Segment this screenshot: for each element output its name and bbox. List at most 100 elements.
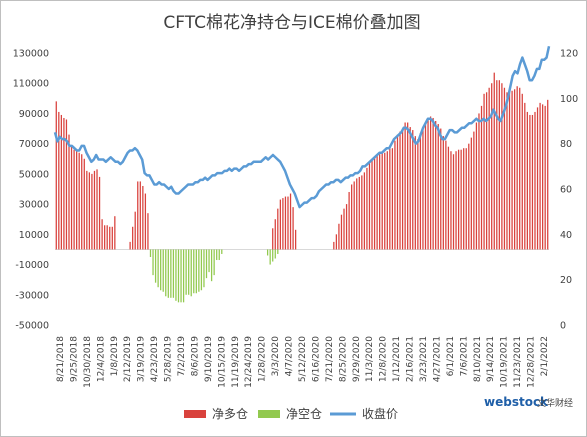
x-tick-label: 9/25/2018 <box>69 336 79 382</box>
net-short-bar <box>205 249 208 279</box>
net-short-bar <box>182 249 185 303</box>
net-short-bar <box>185 249 187 295</box>
x-tick-label: 12/8/2020 <box>379 336 389 382</box>
net-long-bar <box>442 136 444 250</box>
net-long-bar <box>335 234 338 250</box>
net-long-bar <box>111 226 113 250</box>
legend-label-net-short: 净空仓 <box>286 407 322 421</box>
net-long-bar <box>106 225 108 250</box>
price-line-layer <box>53 45 551 209</box>
x-tick-label: 5/28/2019 <box>164 336 174 382</box>
y-right-tick-label: 0 <box>560 321 566 332</box>
net-long-bar <box>284 196 287 250</box>
x-tick-label: 3/3/2020 <box>271 336 281 377</box>
net-long-bar <box>468 143 470 250</box>
y-left-tick-label: 50000 <box>19 169 49 180</box>
net-long-bar <box>139 181 141 250</box>
net-short-bar <box>210 249 213 282</box>
net-long-bar <box>368 163 371 250</box>
net-long-bar <box>277 208 279 250</box>
x-tick-label: 11/3/2020 <box>365 336 375 382</box>
net-long-bar <box>109 226 111 250</box>
net-long-bar <box>544 105 546 250</box>
net-short-bar <box>160 249 162 291</box>
net-long-bar <box>501 83 503 250</box>
y-left-tick-label: 10000 <box>19 230 49 241</box>
net-long-bar <box>470 137 472 250</box>
y-right-tick-label: 80 <box>560 139 572 150</box>
net-long-bar <box>521 93 523 250</box>
net-long-bar <box>384 152 386 250</box>
x-tick-label: 7/21/2020 <box>325 336 335 382</box>
net-long-bar <box>373 157 376 250</box>
x-tick-label: 8/6/2019 <box>190 336 200 377</box>
net-long-bar <box>292 207 294 250</box>
net-long-bar <box>366 167 368 250</box>
net-short-bar <box>213 249 215 276</box>
net-long-bar <box>65 119 68 250</box>
net-long-bar <box>88 172 91 250</box>
net-long-bar <box>488 87 490 250</box>
net-long-bar <box>498 80 500 250</box>
x-tick-label: 10/19/2021 <box>500 336 510 388</box>
net-long-bar <box>526 111 528 250</box>
net-long-bar <box>55 101 57 250</box>
x-tick-label: 3/19/2019 <box>137 336 147 382</box>
net-long-bar <box>351 184 353 250</box>
price-line <box>53 45 551 209</box>
watermark-cn: 文华财经 <box>537 397 573 409</box>
legend-label-price: 收盘价 <box>362 406 398 421</box>
x-tick-label: 11/23/2021 <box>513 336 523 388</box>
net-short-bar <box>193 249 195 294</box>
net-long-bar <box>272 228 274 250</box>
net-long-bar <box>539 102 541 250</box>
x-tick-label: 8/21/2018 <box>56 336 66 382</box>
net-long-bar <box>340 214 343 250</box>
net-short-bar <box>269 249 271 265</box>
net-long-bar <box>457 149 460 250</box>
net-short-bar <box>190 249 192 297</box>
net-long-bar <box>279 199 281 250</box>
net-long-bar <box>440 128 442 250</box>
x-tick-label: 1/8/2019 <box>110 336 120 377</box>
net-long-bar <box>485 92 488 250</box>
net-long-bar <box>132 226 134 250</box>
y-left-tick-label: -30000 <box>15 290 49 301</box>
y-left-tick-label: 110000 <box>13 79 49 90</box>
net-long-bar <box>419 133 422 250</box>
net-long-bar <box>396 134 399 250</box>
net-long-bar <box>348 192 350 250</box>
net-short-bar <box>157 249 159 288</box>
net-short-bar <box>216 249 218 261</box>
net-long-bar <box>91 173 93 250</box>
net-long-bar <box>399 131 401 250</box>
x-tick-label: 1/28/2020 <box>258 336 268 382</box>
net-long-bar <box>483 93 485 250</box>
net-long-bar <box>414 136 416 250</box>
net-long-bar <box>386 151 388 250</box>
net-long-bar <box>429 116 432 250</box>
net-short-bar <box>218 249 220 261</box>
legend-label-net-long: 净多仓 <box>212 407 248 421</box>
y-right-tick-label: 40 <box>560 230 572 241</box>
net-long-bar <box>333 241 335 250</box>
net-long-bar <box>142 185 144 250</box>
x-tick-label: 2/12/2019 <box>123 336 133 382</box>
x-tick-label: 4/23/2019 <box>150 336 160 382</box>
x-tick-label: 8/25/2020 <box>338 336 348 382</box>
net-long-bar <box>338 223 340 250</box>
net-short-bar <box>221 249 223 254</box>
net-short-bar <box>277 249 279 254</box>
net-long-bar <box>381 152 383 250</box>
x-tick-label: 3/23/2021 <box>419 336 429 382</box>
net-long-bar <box>101 219 103 250</box>
net-long-bar <box>508 92 511 250</box>
net-long-bar <box>519 87 521 250</box>
watermark-logo: webstock 文华财经 <box>484 395 573 409</box>
net-long-bar <box>98 176 101 250</box>
net-long-bar <box>68 134 70 250</box>
net-long-bar <box>435 121 437 250</box>
net-long-bar <box>427 117 429 250</box>
net-long-bar <box>417 139 419 250</box>
net-long-bar <box>379 154 381 250</box>
